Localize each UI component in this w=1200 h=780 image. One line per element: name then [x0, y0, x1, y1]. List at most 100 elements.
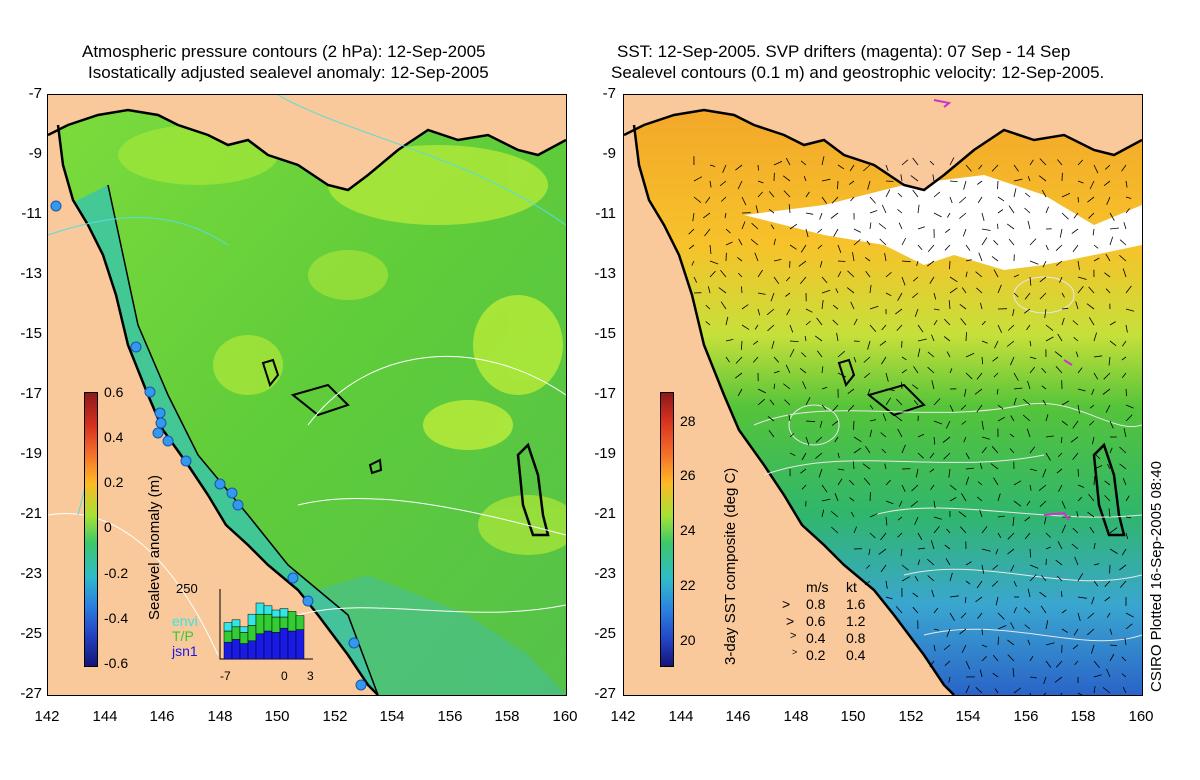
velocity-arrow	[949, 404, 954, 412]
velocity-arrow	[705, 321, 711, 326]
velocity-arrow	[821, 366, 824, 374]
left-xtick-5: 152	[322, 708, 348, 725]
velocity-arrow	[949, 196, 953, 204]
velocity-arrow	[770, 292, 775, 302]
velocity-arrow	[821, 509, 825, 518]
velocity-arrow	[1109, 527, 1118, 534]
velocity-arrow	[895, 308, 903, 315]
inset-bar-envi-0	[223, 622, 233, 632]
velocity-arrow	[766, 308, 775, 316]
velocity-arrow	[832, 319, 839, 326]
velocity-arrow	[997, 223, 999, 230]
velocity-arrow	[1013, 687, 1022, 694]
velocity-arrow	[1029, 260, 1039, 265]
velocity-arrow	[949, 287, 958, 294]
velocity-arrow	[735, 164, 743, 171]
velocity-arrow	[853, 526, 857, 534]
velocity-arrow	[1103, 180, 1111, 187]
velocity-arrow	[917, 244, 923, 250]
inset-bar-tp-6	[271, 616, 281, 633]
velocity-arrow	[978, 164, 983, 170]
velocity-arrow	[917, 348, 921, 358]
velocity-arrow	[1088, 212, 1095, 219]
pressure-contour-6	[297, 604, 566, 616]
velocity-arrow	[693, 176, 703, 182]
velocity-arrow	[1074, 660, 1079, 666]
velocity-arrow	[738, 238, 743, 246]
velocity-arrow	[1093, 674, 1102, 678]
velocity-arrow	[885, 189, 891, 198]
velocity-arrow	[997, 636, 999, 646]
velocity-arrow	[818, 468, 823, 478]
velocity-arrow	[815, 436, 823, 443]
velocity-arrow	[981, 628, 983, 635]
right-ytick-4: -15	[594, 325, 616, 342]
velocity-arrow	[1121, 164, 1127, 172]
velocity-arrow	[963, 180, 967, 190]
velocity-arrow	[815, 452, 823, 459]
velocity-arrow	[834, 436, 839, 443]
velocity-arrow	[948, 676, 951, 683]
velocity-arrow	[965, 476, 970, 486]
velocity-arrow	[1029, 340, 1032, 347]
velocity-arrow	[1121, 656, 1127, 662]
velocity-arrow	[1029, 484, 1032, 491]
velocity-arrow	[1089, 180, 1095, 190]
velocity-arrow	[1029, 564, 1039, 569]
velocity-arrow	[1086, 303, 1095, 310]
velocity-arrow	[801, 484, 807, 490]
velocity-arrow	[1055, 366, 1063, 374]
velocity-arrow	[849, 479, 855, 486]
velocity-arrow	[1109, 420, 1114, 429]
sealevel-colorbar	[84, 392, 98, 667]
velocity-arrow	[724, 212, 727, 219]
sl-cb-tick-5: -0.4	[104, 610, 129, 626]
velocity-arrow	[1012, 516, 1015, 526]
velocity-arrow	[976, 404, 983, 413]
velocity-arrow	[885, 164, 889, 172]
velocity-arrow	[965, 332, 967, 342]
velocity-arrow	[869, 305, 879, 310]
velocity-arrow	[718, 287, 727, 294]
new-caledonia-outline	[516, 442, 550, 537]
right-australia-land	[624, 95, 954, 695]
velocity-arrow	[852, 461, 855, 470]
velocity-arrow	[1009, 433, 1015, 438]
velocity-arrow	[965, 467, 974, 470]
velocity-arrow	[1027, 176, 1031, 182]
inset-bar-envi-4	[255, 602, 265, 615]
velocity-arrow	[692, 212, 695, 222]
velocity-arrow	[1125, 285, 1132, 294]
velocity-arrow	[884, 252, 887, 262]
reef-island-3	[368, 458, 383, 475]
left-ytick-4: -15	[20, 325, 42, 342]
velocity-arrow	[991, 256, 999, 262]
velocity-arrow	[1105, 253, 1111, 262]
velocity-arrow	[869, 222, 872, 230]
velocity-arrow	[789, 348, 795, 358]
velocity-arrow	[1077, 496, 1083, 502]
velocity-arrow	[975, 596, 983, 603]
velocity-arrow	[1125, 324, 1128, 333]
velocity-arrow	[1029, 574, 1037, 582]
velocity-arrow	[1061, 524, 1066, 534]
right-ytick-7: -21	[594, 505, 616, 522]
velocity-arrow	[981, 656, 987, 662]
velocity-arrow	[960, 318, 967, 326]
velocity-arrow	[722, 164, 727, 173]
velocity-arrow	[1093, 543, 1096, 550]
velocity-arrow	[1093, 452, 1101, 460]
velocity-arrow	[1010, 415, 1015, 422]
velocity-arrow	[993, 269, 999, 278]
velocity-arrow	[965, 259, 972, 262]
velocity-arrow	[863, 477, 871, 486]
velocity-arrow	[929, 660, 935, 668]
velocity-arrow	[927, 366, 935, 374]
velocity-arrow	[1023, 308, 1031, 314]
velocity-arrow	[819, 420, 823, 428]
velocity-arrow	[869, 429, 872, 438]
csiro-credit: CSIRO Plotted 16-Sep-2005 08:40	[1148, 461, 1165, 692]
velocity-arrow	[789, 223, 798, 230]
velocity-arrow	[1061, 317, 1065, 326]
velocity-arrow	[751, 222, 759, 230]
